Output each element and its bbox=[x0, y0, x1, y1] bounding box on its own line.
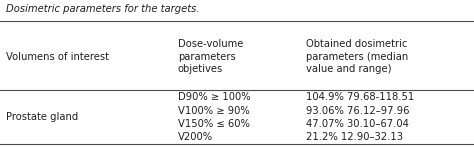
Text: V150% ≤ 60%: V150% ≤ 60% bbox=[178, 119, 250, 129]
Text: 93.06% 76.12–97.96: 93.06% 76.12–97.96 bbox=[306, 106, 409, 116]
Text: 47.07% 30.10–67.04: 47.07% 30.10–67.04 bbox=[306, 119, 409, 129]
Text: 104.9% 79.68-118.51: 104.9% 79.68-118.51 bbox=[306, 92, 414, 102]
Text: 21.2% 12.90–32.13: 21.2% 12.90–32.13 bbox=[306, 132, 403, 142]
Text: Volumens of interest: Volumens of interest bbox=[6, 52, 109, 62]
Text: Dosimetric parameters for the targets.: Dosimetric parameters for the targets. bbox=[6, 4, 199, 14]
Text: Dose-volume
parameters
objetives: Dose-volume parameters objetives bbox=[178, 39, 243, 74]
Text: V200%: V200% bbox=[178, 132, 213, 142]
Text: D90% ≥ 100%: D90% ≥ 100% bbox=[178, 92, 250, 102]
Text: V100% ≥ 90%: V100% ≥ 90% bbox=[178, 106, 249, 116]
Text: Obtained dosimetric
parameters (median
value and range): Obtained dosimetric parameters (median v… bbox=[306, 39, 408, 74]
Text: Prostate gland: Prostate gland bbox=[6, 112, 78, 122]
